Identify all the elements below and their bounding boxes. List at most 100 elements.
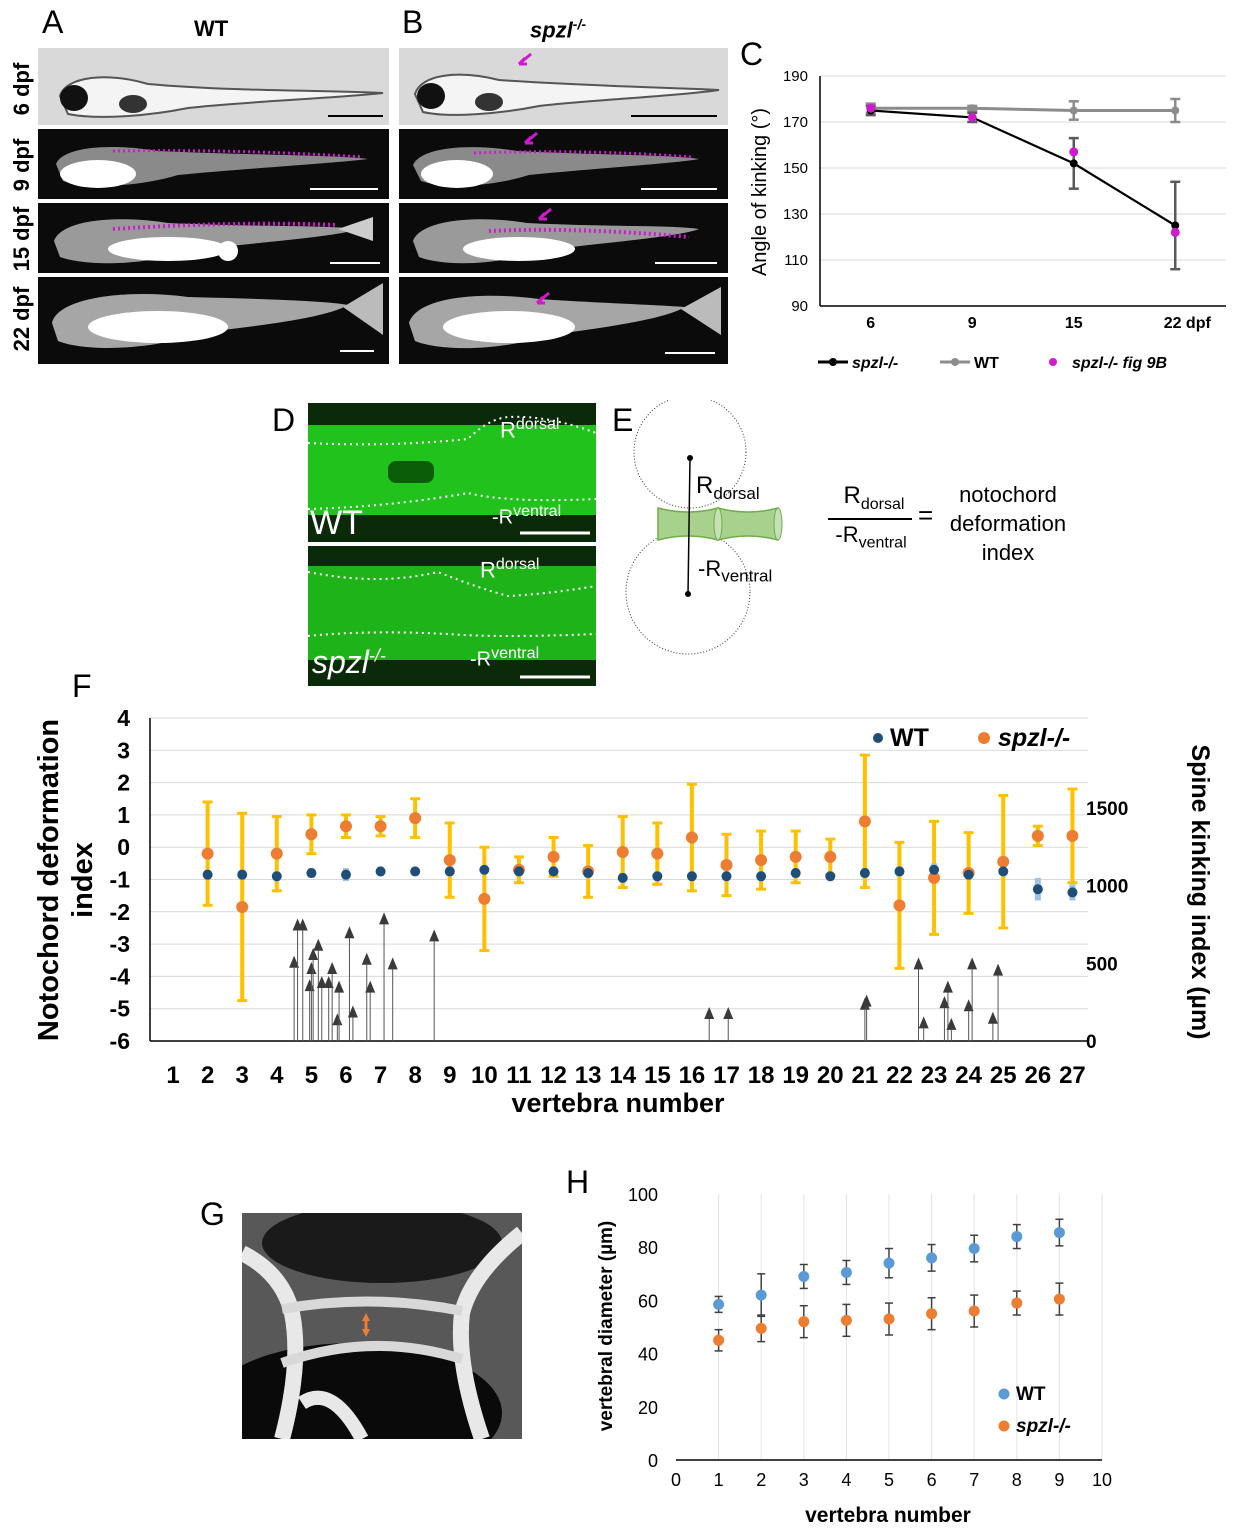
- chart-f-xtick-label: 2: [201, 1062, 214, 1089]
- chart-f-wt-point: [237, 869, 248, 880]
- kinking-arrowhead: [379, 912, 390, 925]
- chart-f-xtick-label: 9: [443, 1062, 456, 1089]
- chart-f-xticks: 1 2 3 4 5 6 7 8 9 10 11 12 13 14 15 16 17 18 19 20 21 22 23 24 2…: [166, 1062, 1085, 1089]
- notochord-segment-left: [657, 507, 719, 541]
- legend-label: spzl-/- fig 9B: [1072, 355, 1167, 372]
- panel-d-spzl-ventral: ventral: [491, 645, 540, 662]
- chart-h-xtick-label: 7: [969, 1470, 979, 1490]
- kinking-arrowhead: [387, 957, 398, 970]
- chart-f-xtick-label: 8: [408, 1062, 421, 1089]
- chart-c-legend: spzl-/- WT spzl-/- fig 9B: [818, 355, 1167, 372]
- chart-h-series: [713, 1218, 1065, 1352]
- panel-d-wt-label: WT: [310, 504, 363, 542]
- kinking-arrowhead: [304, 979, 315, 992]
- chart-f-wt-point: [929, 864, 940, 875]
- chart-f-xtick-label: 11: [506, 1062, 531, 1089]
- chart-f-mut-point: [305, 828, 318, 841]
- panel-letter-h: H: [566, 1164, 590, 1200]
- chart-c-point: [967, 112, 977, 122]
- kinking-arrowhead: [946, 1017, 957, 1030]
- chart-f-mut-point: [443, 854, 456, 867]
- row-label-9dpf: 9 dpf: [9, 138, 34, 192]
- chart-f-mut-point: [651, 847, 664, 860]
- chart-h-wt-point: [883, 1257, 895, 1269]
- chart-h-xtick-label: 8: [1012, 1470, 1022, 1490]
- chart-h-ytick-label: 0: [648, 1451, 658, 1471]
- chart-f-xtick-label: 25: [990, 1062, 1017, 1089]
- panel-letter-f: F: [72, 668, 92, 704]
- chart-c-ylabel: Angle of kinking (°): [749, 108, 771, 276]
- panel-e-ventral-sub: ventral: [721, 566, 773, 586]
- kinking-arrowhead: [306, 962, 317, 975]
- kinking-arrowhead: [861, 994, 872, 1007]
- chart-c-ytick-label: 150: [783, 160, 808, 177]
- chart-c-xtick-label: 6: [866, 315, 875, 332]
- chart-f-ytick-label: 4: [117, 705, 130, 731]
- chart-f-mut-point: [824, 850, 837, 863]
- chart-f-mut-point: [755, 854, 768, 867]
- chart-f-wt-point: [548, 866, 559, 877]
- kinking-arrowhead: [297, 918, 308, 931]
- chart-f-mut-point: [270, 847, 283, 860]
- micrograph-spzl-22dpf: [399, 277, 728, 364]
- larva-wt-9dpf-drawing: [56, 147, 378, 190]
- column-label-spzl: spzl-/-: [530, 16, 586, 43]
- chart-f-y2tick-label: 1000: [1086, 877, 1128, 898]
- chart-h-ylabel: vertebral diameter (µm): [596, 1221, 617, 1432]
- fraction-numerator: Rdorsal: [834, 482, 914, 514]
- chart-f-wt-point: [583, 868, 594, 879]
- micrograph-spzl-9dpf: [399, 129, 728, 199]
- chart-c-ytick-label: 90: [791, 298, 808, 315]
- chart-f-wt-point: [721, 871, 732, 882]
- chart-f-mut-point: [478, 892, 491, 905]
- panel-letter-d: D: [272, 402, 296, 438]
- chart-f-wt-point: [306, 868, 317, 879]
- chart-h-spzl-point: [926, 1308, 938, 1320]
- micrograph-spzl-6dpf: [399, 48, 728, 125]
- chart-f-xtick-label: 15: [644, 1062, 671, 1089]
- chart-f-xtick-label: 20: [817, 1062, 844, 1089]
- chart-h-xticks: 0 1 2 3 4 5 6 7 8 9 10: [671, 1470, 1112, 1490]
- panel-d-wt-r: R: [500, 417, 516, 443]
- chart-h-xtick-label: 0: [671, 1470, 681, 1490]
- chart-f-ylabel: Notochord deformation index: [33, 719, 99, 1041]
- chart-c-series-line: [870, 109, 1176, 227]
- chart-f-mut-point: [685, 831, 698, 844]
- chart-h-xtick-label: 5: [884, 1470, 894, 1490]
- chart-f-ytick-label: -2: [110, 899, 130, 925]
- row-label-22dpf: 22 dpf: [9, 286, 34, 352]
- panel-d-spzl-sup: -/-: [368, 645, 386, 666]
- column-label-spzl-text: spzl: [530, 17, 573, 43]
- chart-f-wt-point: [202, 869, 213, 880]
- chart-h-xtick-label: 1: [714, 1470, 724, 1490]
- panel-e-diagram: [625, 400, 783, 655]
- chart-h-spzl-point: [798, 1316, 810, 1328]
- fraction-bar: [828, 518, 912, 520]
- kinking-arrowhead: [723, 1007, 734, 1020]
- panel-d-wt-rdorsal: Rdorsal: [500, 416, 559, 443]
- notochord-end: [773, 507, 783, 541]
- micrograph-spzl-15dpf: [399, 203, 728, 273]
- chart-h-spzl-point: [713, 1334, 725, 1346]
- chart-f-wt-point: [444, 866, 455, 877]
- chart-f-xtick-label: 10: [471, 1062, 498, 1089]
- chart-f-xtick-label: 23: [921, 1062, 948, 1089]
- chart-f-xtick-label: 26: [1024, 1062, 1051, 1089]
- chart-c-xtick-label: 9: [968, 315, 977, 332]
- panel-e-rdorsal: Rdorsal: [696, 472, 760, 504]
- chart-f-xlabel: vertebra number: [511, 1088, 725, 1118]
- notochord-wt-drawing: [308, 415, 596, 535]
- chart-c-xtick-label: 22 dpf: [1164, 315, 1212, 332]
- kinking-arrowhead: [308, 948, 319, 961]
- column-label-wt: WT: [194, 16, 229, 41]
- chart-f-wt-point: [790, 868, 801, 879]
- chart-c-point: [1069, 106, 1078, 115]
- panel-d-spzl-text: spzl: [312, 644, 369, 680]
- chart-c-series-line: [870, 106, 1176, 112]
- chart-c: 90 110 130 150 170 190 6 9 15 22 dpf Angle of ki…: [749, 68, 1226, 372]
- chart-c-series: [865, 97, 1181, 271]
- chart-f-xtick-label: 13: [575, 1062, 602, 1089]
- chart-f-wt-point: [756, 871, 767, 882]
- kinking-arrowhead: [347, 1005, 358, 1018]
- kinking-arrowhead: [344, 926, 355, 939]
